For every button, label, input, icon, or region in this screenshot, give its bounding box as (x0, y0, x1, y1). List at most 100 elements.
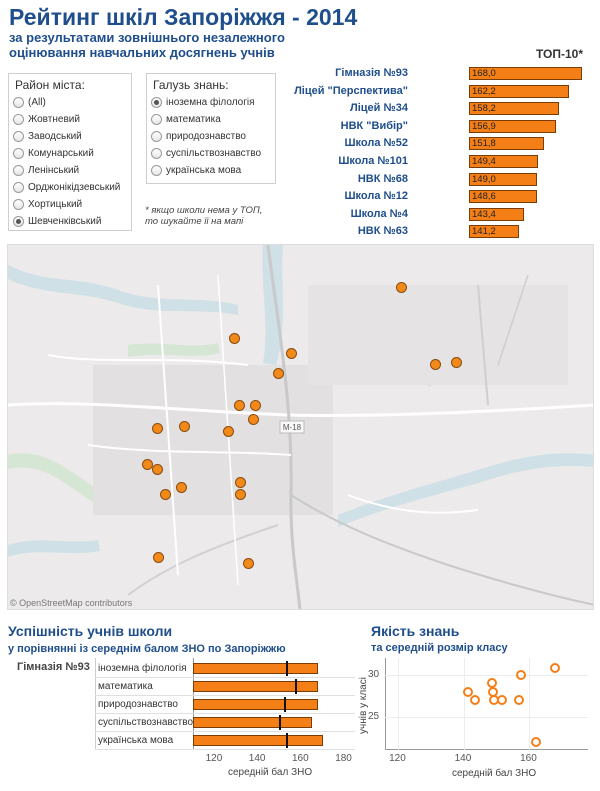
scatter-point[interactable] (488, 686, 498, 697)
radio-button[interactable] (13, 199, 24, 210)
school-marker[interactable] (235, 477, 246, 488)
top10-bar[interactable]: 149,4 (469, 155, 539, 168)
radio-button[interactable] (13, 131, 24, 142)
school-marker[interactable] (451, 357, 462, 368)
school-marker[interactable] (235, 489, 246, 500)
top10-bar[interactable]: 158,2 (469, 102, 560, 116)
radio-button[interactable] (151, 165, 162, 176)
performance-bar[interactable] (193, 681, 319, 692)
radio-button[interactable] (13, 148, 24, 159)
scatter-point[interactable] (462, 686, 473, 697)
map-area (93, 365, 333, 515)
school-marker[interactable] (153, 552, 164, 563)
page-subtitle-line-2: оцінювання навчальних досягнень учнів (9, 45, 275, 60)
school-marker[interactable] (176, 482, 187, 493)
top10-bar[interactable]: 156,9 (469, 119, 557, 133)
school-marker[interactable] (250, 400, 261, 411)
top10-bar[interactable]: 168,0 (469, 67, 583, 80)
map-area (308, 285, 568, 385)
subject-option[interactable]: українська мова (151, 162, 241, 179)
scatter-point[interactable] (550, 663, 561, 673)
school-marker[interactable] (152, 464, 163, 475)
top10-bar[interactable]: 151,8 (469, 137, 544, 151)
top10-school-label[interactable]: Школа №12 (344, 190, 408, 203)
school-marker[interactable] (430, 359, 441, 370)
subject-option[interactable]: природознавство (151, 128, 246, 145)
scatter-point[interactable] (486, 678, 497, 689)
district-option-label: Орджонікідзевський (28, 182, 121, 193)
performance-category-label: математика (98, 681, 153, 692)
top10-school-label[interactable]: Ліцей №34 (350, 102, 408, 115)
subject-option[interactable]: суспільствознавство (151, 145, 261, 162)
district-option[interactable]: (All) (13, 94, 46, 111)
top10-school-label[interactable]: Школа №52 (344, 137, 408, 150)
school-marker[interactable] (248, 414, 259, 425)
schools-map[interactable]: М-18 © OpenStreetMap contributors (7, 244, 594, 610)
performance-bar[interactable] (193, 699, 319, 710)
subject-option[interactable]: математика (151, 111, 221, 128)
top10-bar[interactable]: 162,2 (469, 84, 569, 98)
school-marker[interactable] (273, 368, 284, 379)
page-subtitle-line-1: за результатами зовнішнього незалежного (9, 30, 285, 45)
school-marker[interactable] (286, 348, 297, 359)
top10-bar[interactable]: 149,0 (469, 172, 538, 186)
map-road (266, 245, 302, 609)
performance-bar[interactable] (193, 717, 312, 728)
top10-school-label[interactable]: НВК №68 (357, 172, 408, 185)
district-option-label: Жовтневий (28, 114, 80, 125)
top10-school-label[interactable]: Ліцей "Перспектива" (294, 84, 408, 97)
page-title: Рейтинг шкіл Запоріжжя - 2014 (9, 4, 358, 30)
top10-bar[interactable]: 143,4 (469, 207, 525, 221)
top10-bar[interactable]: 141,2 (469, 225, 519, 239)
top10-school-label[interactable]: Школа №101 (338, 155, 408, 167)
performance-bar[interactable] (193, 735, 323, 746)
map-base: М-18 (8, 245, 593, 609)
scatter-y-tick: 25 (368, 710, 380, 722)
district-option-label: Хортицький (28, 199, 83, 210)
district-option[interactable]: Ленінський (13, 162, 79, 179)
map-road (127, 524, 279, 596)
school-marker[interactable] (234, 400, 245, 411)
top10-school-label[interactable]: НВК №63 (357, 225, 408, 238)
performance-category-label: іноземна філологія (98, 663, 187, 674)
top10-title: ТОП-10* (536, 47, 584, 61)
radio-button[interactable] (13, 216, 24, 227)
radio-button[interactable] (151, 114, 162, 125)
district-option[interactable]: Комунарський (13, 145, 94, 162)
school-marker[interactable] (160, 489, 171, 500)
school-marker[interactable] (243, 558, 254, 569)
radio-button[interactable] (151, 97, 162, 108)
school-marker[interactable] (229, 333, 240, 344)
performance-city-average-marker (285, 661, 288, 676)
scatter-point[interactable] (513, 694, 524, 705)
scatter-point[interactable] (469, 694, 480, 705)
school-marker[interactable] (152, 423, 163, 434)
top10-school-label[interactable]: Школа №4 (350, 207, 408, 220)
subject-option[interactable]: іноземна філологія (151, 94, 255, 111)
district-option[interactable]: Шевченківський (13, 213, 101, 230)
map-water (8, 540, 100, 557)
school-marker[interactable] (142, 459, 153, 470)
district-option[interactable]: Орджонікідзевський (13, 179, 120, 196)
performance-bar[interactable] (193, 663, 319, 674)
school-marker[interactable] (179, 421, 190, 432)
radio-button[interactable] (13, 97, 24, 108)
radio-button[interactable] (151, 148, 162, 159)
radio-button[interactable] (151, 131, 162, 142)
scatter-point[interactable] (515, 669, 526, 680)
school-marker[interactable] (396, 282, 407, 293)
performance-school-divider (95, 658, 96, 750)
district-option[interactable]: Жовтневий (13, 111, 80, 128)
district-option-label: Шевченківський (28, 216, 102, 227)
district-option[interactable]: Хортицький (13, 196, 82, 213)
radio-button[interactable] (13, 165, 24, 176)
top10-school-label[interactable]: Гімназія №93 (335, 67, 408, 79)
district-option[interactable]: Заводський (13, 128, 82, 145)
radio-button[interactable] (13, 182, 24, 193)
scatter-point[interactable] (531, 736, 542, 747)
performance-category-label: суспільствознавство (98, 717, 194, 728)
top10-school-label[interactable]: НВК "Вибір" (340, 119, 408, 132)
school-marker[interactable] (223, 426, 234, 437)
top10-bar[interactable]: 148,6 (469, 190, 537, 204)
radio-button[interactable] (13, 114, 24, 125)
